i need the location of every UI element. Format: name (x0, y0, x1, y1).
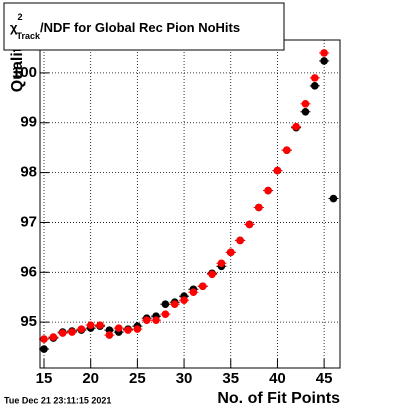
marker (170, 300, 179, 308)
x-tick-label: 25 (129, 370, 146, 387)
marker (254, 203, 263, 212)
marker (49, 333, 58, 341)
marker (124, 326, 132, 334)
marker (114, 324, 123, 332)
marker (301, 107, 310, 116)
marker (236, 236, 244, 245)
title-chi: χ (10, 20, 18, 35)
marker (264, 186, 272, 195)
marker (245, 220, 254, 229)
marker (310, 82, 319, 90)
y-axis-label: Quality (9, 38, 26, 92)
marker (180, 296, 188, 305)
y-tick-label: 95 (20, 313, 37, 330)
marker (105, 331, 114, 339)
title-sup: 2 (17, 12, 22, 22)
footer-date: Tue Dec 21 23:11:15 2021 (4, 395, 111, 405)
x-tick-label: 20 (82, 370, 99, 387)
marker (40, 335, 48, 343)
marker (77, 325, 86, 333)
marker (161, 300, 170, 308)
title-sub: Track (17, 31, 42, 41)
x-tick-label: 40 (269, 370, 286, 387)
y-tick-label: 98 (20, 164, 37, 181)
marker (301, 100, 310, 108)
marker (320, 57, 328, 65)
marker (292, 122, 300, 131)
marker (133, 325, 142, 333)
x-tick-label: 15 (36, 370, 53, 387)
marker (58, 329, 67, 337)
marker (189, 288, 198, 297)
marker (68, 328, 76, 336)
y-tick-label: 100 (12, 64, 37, 81)
marker (208, 270, 216, 279)
marker (273, 166, 282, 175)
marker (320, 49, 328, 57)
marker (329, 194, 338, 203)
marker (226, 248, 235, 257)
y-tick-label: 97 (20, 213, 37, 230)
plot-area: 95 96 97 98 99 100 15 20 25 30 35 40 45 (12, 40, 340, 387)
x-tick-label: 45 (316, 370, 333, 387)
marker (310, 74, 319, 82)
y-tick-label: 96 (20, 263, 37, 280)
marker (198, 282, 207, 291)
marker (161, 310, 170, 318)
marker (96, 321, 104, 329)
marker (217, 259, 226, 268)
y-tick-label: 99 (20, 114, 37, 131)
x-tick-label: 30 (176, 370, 193, 387)
marker (86, 321, 95, 329)
chart-title: χ2 Track/NDF for Global Rec Pion NoHits (10, 12, 240, 41)
marker (282, 146, 291, 154)
x-tick-label: 35 (222, 370, 239, 387)
marker (142, 316, 151, 324)
title-box (3, 2, 285, 51)
x-axis-label: No. of Fit Points (217, 390, 340, 407)
title-rest: /NDF for Global Rec Pion NoHits (40, 20, 240, 35)
marker (152, 316, 160, 324)
marker (40, 345, 48, 353)
